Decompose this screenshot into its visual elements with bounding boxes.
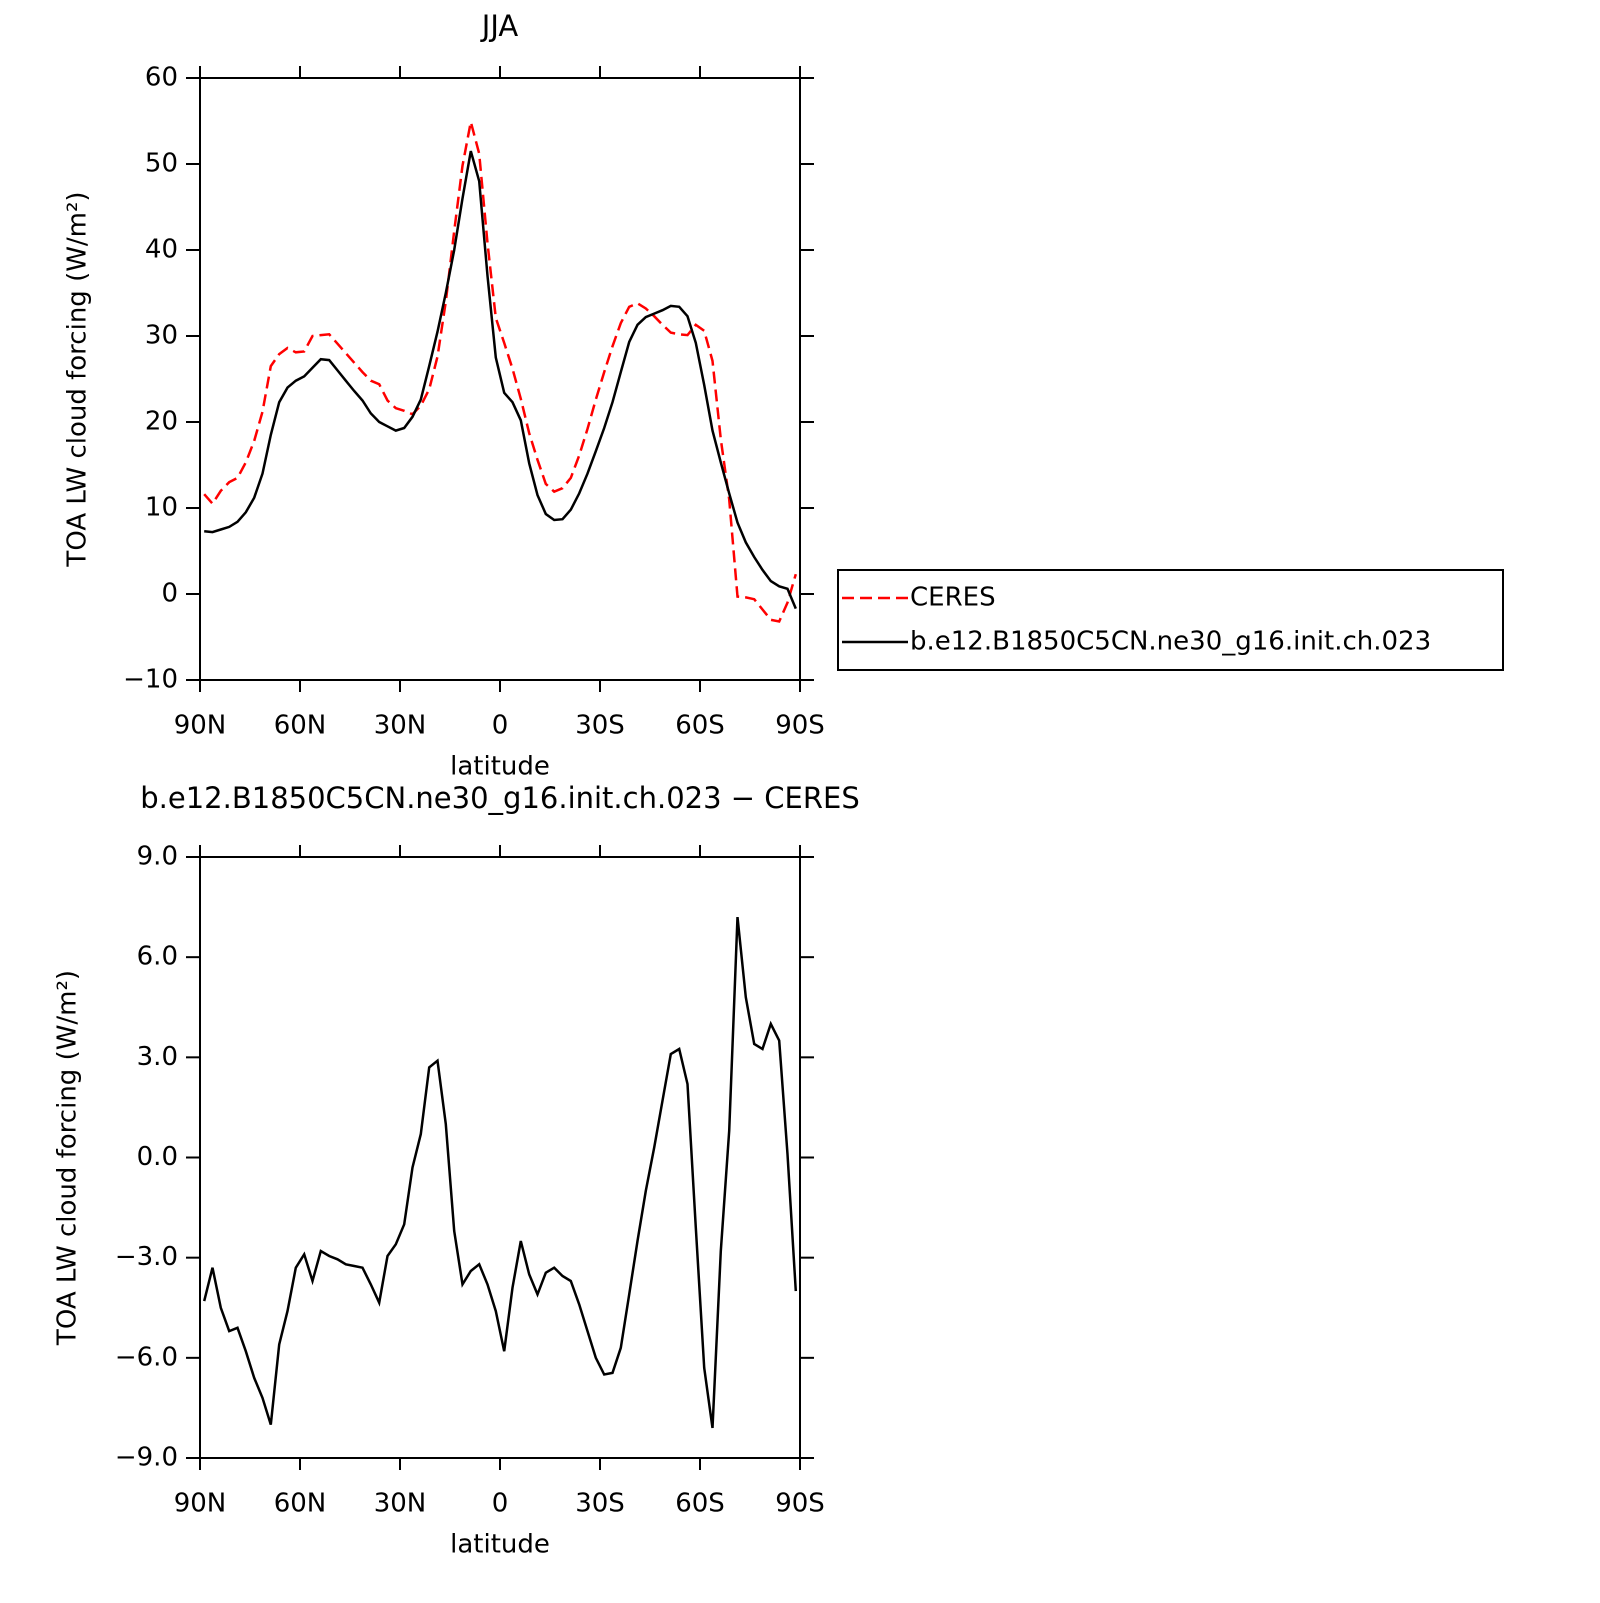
plot-frame: [199, 77, 801, 681]
chart-title: b.e12.B1850C5CN.ne30_g16.init.ch.023 − C…: [140, 781, 859, 815]
legend-label: CERES: [910, 583, 996, 613]
y-tick-label: 60: [145, 63, 178, 93]
x-tick-label: 30N: [374, 711, 427, 741]
y-tick-label: 9.0: [137, 842, 178, 872]
y-tick-label: −6.0: [115, 1342, 178, 1372]
data-line: [202, 916, 798, 1429]
y-tick-label: 40: [145, 235, 178, 265]
x-tick-label: 0: [492, 1489, 509, 1519]
x-tick-label: 30S: [575, 1489, 625, 1519]
y-tick-label: −9.0: [115, 1443, 178, 1473]
x-axis-label: latitude: [450, 752, 550, 782]
x-tick-label: 90N: [174, 1489, 227, 1519]
x-axis-label: latitude: [450, 1530, 550, 1560]
y-tick-label: −3.0: [115, 1242, 178, 1272]
data-line: [203, 121, 797, 623]
data-line: [204, 150, 797, 610]
y-tick-label: 3.0: [137, 1042, 178, 1072]
y-tick-label: 0: [161, 579, 178, 609]
x-tick-label: 30S: [575, 711, 625, 741]
x-tick-label: 60S: [675, 711, 725, 741]
y-tick-label: 0.0: [137, 1142, 178, 1172]
x-tick-label: 60N: [274, 711, 327, 741]
legend-label: b.e12.B1850C5CN.ne30_g16.init.ch.023: [910, 627, 1431, 657]
x-tick-label: 90S: [775, 1489, 825, 1519]
y-axis-label: TOA LW cloud forcing (W/m²): [63, 191, 93, 567]
x-tick-label: 30N: [374, 1489, 427, 1519]
y-tick-label: 6.0: [137, 942, 178, 972]
legend-box: [837, 569, 1504, 671]
x-tick-label: 90S: [775, 711, 825, 741]
x-tick-label: 60S: [675, 1489, 725, 1519]
x-tick-label: 90N: [174, 711, 227, 741]
plot-frame: [199, 856, 801, 1459]
y-tick-label: 20: [145, 407, 178, 437]
y-tick-label: −10: [123, 665, 178, 695]
y-tick-label: 10: [145, 493, 178, 523]
y-tick-label: 30: [145, 321, 178, 351]
chart-title: JJA: [480, 9, 519, 43]
y-tick-label: 50: [145, 149, 178, 179]
x-tick-label: 0: [492, 711, 509, 741]
x-tick-label: 60N: [274, 1489, 327, 1519]
y-axis-label: TOA LW cloud forcing (W/m²): [53, 970, 83, 1346]
